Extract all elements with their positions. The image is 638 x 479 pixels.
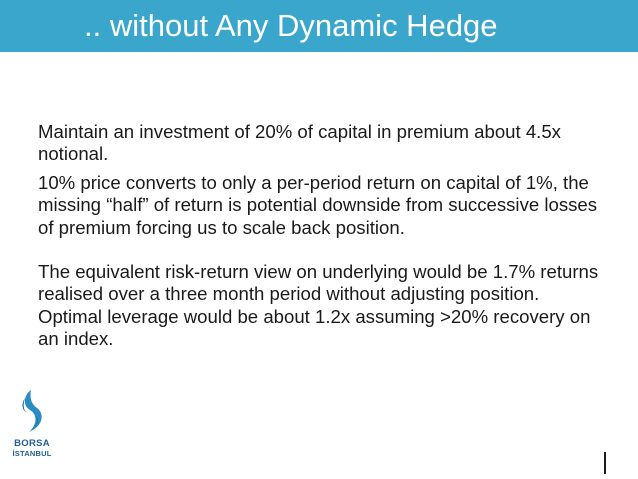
paragraph-risk-return: The equivalent risk-return view on under… — [38, 261, 599, 350]
slide-body: Maintain an investment of 20% of capital… — [38, 121, 608, 351]
logo-text-istanbul: İSTANBUL — [12, 449, 52, 458]
page-marker-line — [604, 452, 606, 474]
paragraph-price-conversion: 10% price converts to only a per-period … — [38, 171, 598, 238]
title-bar: .. without Any Dynamic Hedge — [0, 0, 638, 52]
borsa-istanbul-logo-icon — [22, 390, 42, 432]
slide-title: .. without Any Dynamic Hedge — [84, 8, 498, 43]
paragraph-investment: Maintain an investment of 20% of capital… — [38, 121, 561, 165]
borsa-istanbul-logo: BORSA İSTANBUL — [9, 388, 55, 472]
logo-text-borsa: BORSA — [14, 438, 50, 449]
